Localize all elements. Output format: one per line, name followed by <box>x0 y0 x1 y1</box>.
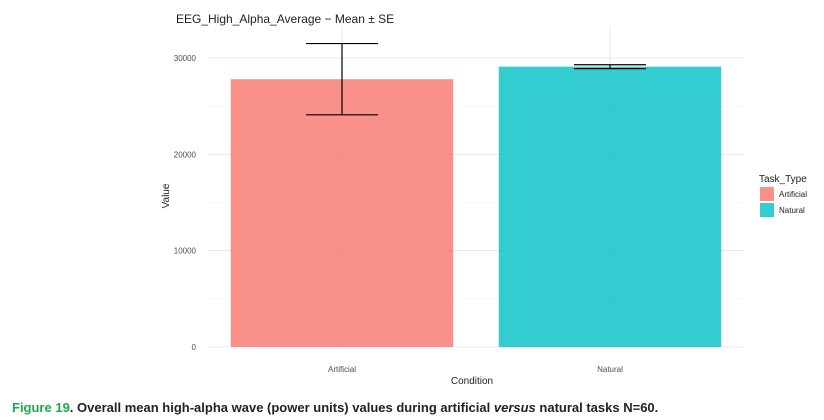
x-axis-ticks: Artificial Natural <box>328 365 623 374</box>
bar-chart: 0 10000 20000 30000 Artificial Natural EEG_H… <box>161 12 807 387</box>
y-tick-label: 30000 <box>174 54 197 63</box>
chart-title: EEG_High_Alpha_Average − Mean ± SE <box>176 12 394 26</box>
legend-title: Task_Type <box>759 174 807 185</box>
x-tick-label: Natural <box>597 365 623 374</box>
x-axis-label: Condition <box>451 376 493 387</box>
y-axis-label: Value <box>161 183 172 208</box>
y-axis-ticks: 0 10000 20000 30000 <box>174 54 197 352</box>
caption-emphasis: versus <box>493 400 536 415</box>
bars <box>230 66 722 348</box>
legend-swatch <box>760 203 774 217</box>
legend-swatch <box>760 187 774 201</box>
bar-artificial <box>230 79 454 348</box>
error-bars <box>306 42 646 116</box>
y-tick-label: 10000 <box>174 247 197 256</box>
caption-text-after: natural tasks N=60. <box>535 400 659 415</box>
y-tick-label: 0 <box>192 343 197 352</box>
figure-number: Figure 19 <box>12 400 70 415</box>
x-tick-label: Artificial <box>328 365 356 374</box>
legend: Task_Type Artificial Natural <box>759 174 807 217</box>
legend-label: Natural <box>779 206 805 215</box>
y-tick-label: 20000 <box>174 150 197 159</box>
legend-items: Artificial Natural <box>760 187 807 217</box>
legend-label: Artificial <box>779 190 807 199</box>
caption-text-before: . Overall mean high-alpha wave (power un… <box>69 400 494 415</box>
bar-natural <box>498 66 722 348</box>
figure-caption: Figure 19. Overall mean high-alpha wave … <box>12 400 658 415</box>
